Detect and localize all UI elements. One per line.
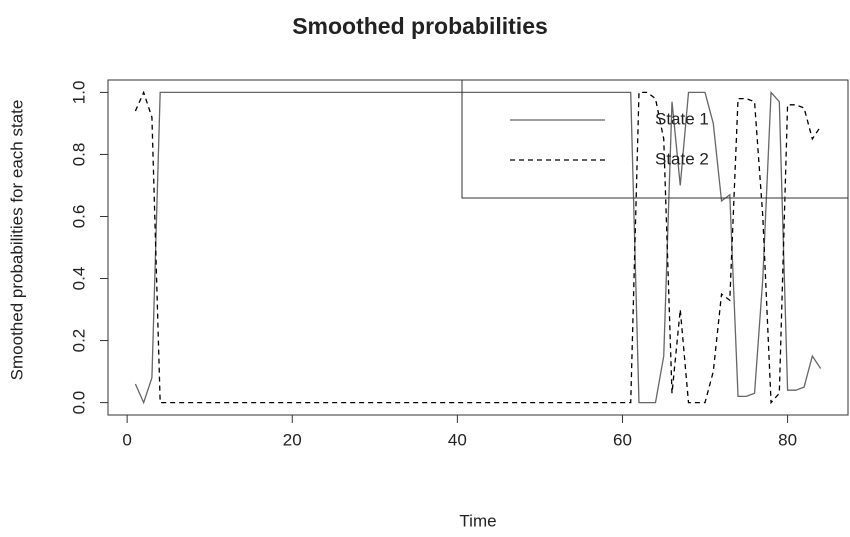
- legend-label: State 1: [655, 109, 709, 128]
- y-tick-label: 1.0: [69, 81, 88, 105]
- series-line: [134, 90, 822, 405]
- x-tick-label: 0: [122, 430, 131, 449]
- x-axis-title: Time: [459, 511, 496, 530]
- x-tick-label: 60: [613, 430, 632, 449]
- legend-label: State 2: [655, 149, 709, 168]
- y-tick-label: 0.6: [69, 205, 88, 229]
- y-axis-title: Smoothed probabilities for each state: [7, 100, 26, 381]
- x-tick-label: 40: [448, 430, 467, 449]
- chart-title: Smoothed probabilities: [292, 13, 548, 39]
- y-tick-label: 0.4: [69, 267, 88, 291]
- legend-box: [461, 79, 849, 199]
- x-tick-label: 20: [283, 430, 302, 449]
- y-tick-label: 0.8: [69, 143, 88, 167]
- y-tick-label: 0.2: [69, 329, 88, 353]
- y-tick-label: 0.0: [69, 391, 88, 415]
- x-tick-label: 80: [778, 430, 797, 449]
- series-line: [134, 90, 822, 405]
